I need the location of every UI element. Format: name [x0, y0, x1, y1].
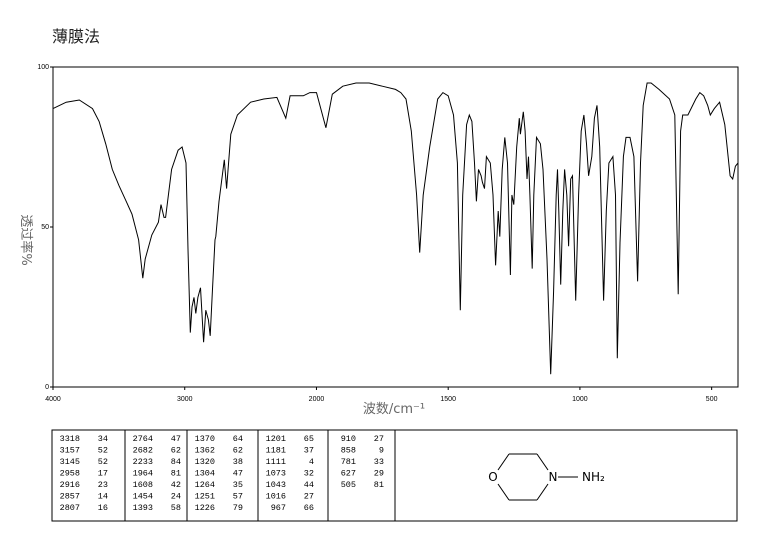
atom-label: O: [488, 470, 497, 484]
peak-transmittance: 16: [98, 503, 108, 513]
x-tick-label: 1000: [572, 396, 588, 403]
peak-transmittance: 34: [98, 434, 108, 444]
peak-transmittance: 38: [233, 457, 243, 467]
peak-wavenumber: 1111: [266, 457, 286, 467]
peak-wavenumber: 1454: [133, 492, 153, 502]
peak-transmittance: 32: [304, 469, 314, 479]
peak-transmittance: 35: [233, 480, 243, 490]
peak-transmittance: 79: [233, 503, 243, 513]
peak-transmittance: 24: [171, 492, 181, 502]
peak-wavenumber: 1608: [133, 480, 153, 490]
spectrum-line: [52, 82, 739, 375]
peak-wavenumber: 1016: [266, 492, 286, 502]
atom-label: NH₂: [582, 470, 605, 484]
peak-wavenumber: 1043: [266, 480, 286, 490]
peak-transmittance: 62: [171, 446, 181, 456]
bond: [536, 453, 549, 471]
bond: [536, 483, 549, 501]
peak-wavenumber: 1964: [133, 469, 153, 479]
peak-wavenumber: 627: [341, 469, 356, 479]
peak-transmittance: 64: [233, 434, 243, 444]
peak-transmittance: 37: [304, 446, 314, 456]
peak-transmittance: 33: [374, 457, 384, 467]
peak-wavenumber: 1264: [195, 480, 215, 490]
peak-transmittance: 27: [374, 434, 384, 444]
y-tick-label: 50: [41, 224, 49, 231]
x-tick-label: 4000: [45, 396, 61, 403]
peak-transmittance: 14: [98, 492, 108, 502]
peak-wavenumber: 2857: [60, 492, 80, 502]
peak-transmittance: 42: [171, 480, 181, 490]
peak-transmittance: 4: [309, 457, 314, 467]
peak-transmittance: 52: [98, 446, 108, 456]
peak-wavenumber: 2916: [60, 480, 80, 490]
table-dividers: [124, 430, 396, 521]
atom-label: N: [549, 470, 558, 484]
peak-wavenumber: 1393: [133, 503, 153, 513]
peak-transmittance: 81: [171, 469, 181, 479]
peak-wavenumber: 1201: [266, 434, 286, 444]
peak-transmittance: 81: [374, 480, 384, 490]
peak-wavenumber: 2958: [60, 469, 80, 479]
y-tick-label: 0: [45, 384, 49, 391]
bond: [497, 483, 510, 501]
peak-transmittance: 62: [233, 446, 243, 456]
peak-wavenumber: 1304: [195, 469, 215, 479]
x-tick-label: 500: [706, 396, 718, 403]
structure-bonds: [497, 453, 578, 501]
peak-wavenumber: 2764: [133, 434, 153, 444]
y-axis-label: 透过率%: [18, 214, 34, 265]
x-tick-label: 1500: [440, 396, 456, 403]
peak-wavenumber: 3157: [60, 446, 80, 456]
peak-wavenumber: 2682: [133, 446, 153, 456]
peak-transmittance: 9: [379, 446, 384, 456]
peak-transmittance: 27: [304, 492, 314, 502]
peak-transmittance: 17: [98, 469, 108, 479]
peak-wavenumber: 505: [341, 480, 356, 490]
peak-wavenumber: 1251: [195, 492, 215, 502]
peak-wavenumber: 1320: [195, 457, 215, 467]
peak-wavenumber: 3145: [60, 457, 80, 467]
peak-wavenumber: 2807: [60, 503, 80, 513]
chart-title: 薄膜法: [52, 27, 100, 46]
peak-wavenumber: 2233: [133, 457, 153, 467]
peak-wavenumber: 967: [271, 503, 286, 513]
x-tick-label: 2000: [309, 396, 325, 403]
peak-wavenumber: 1181: [266, 446, 286, 456]
peak-transmittance: 47: [171, 434, 181, 444]
peak-wavenumber: 781: [341, 457, 356, 467]
peak-transmittance: 84: [171, 457, 181, 467]
y-tick-label: 100: [37, 64, 49, 71]
peak-wavenumber: 1370: [195, 434, 215, 444]
peak-wavenumber: 910: [341, 434, 356, 444]
peak-transmittance: 52: [98, 457, 108, 467]
peak-wavenumber: 3318: [60, 434, 80, 444]
bond: [497, 453, 510, 471]
peak-wavenumber: 1362: [195, 446, 215, 456]
peak-transmittance: 65: [304, 434, 314, 444]
peak-wavenumber: 858: [341, 446, 356, 456]
peak-transmittance: 66: [304, 503, 314, 513]
peak-transmittance: 57: [233, 492, 243, 502]
peak-wavenumber: 1073: [266, 469, 286, 479]
peak-transmittance: 47: [233, 469, 243, 479]
peak-transmittance: 58: [171, 503, 181, 513]
x-tick-label: 3000: [177, 396, 193, 403]
peak-transmittance: 44: [304, 480, 314, 490]
peak-transmittance: 23: [98, 480, 108, 490]
x-axis-label: 波数/cm⁻¹: [363, 402, 425, 417]
peak-transmittance: 29: [374, 469, 384, 479]
peak-wavenumber: 1226: [195, 503, 215, 513]
